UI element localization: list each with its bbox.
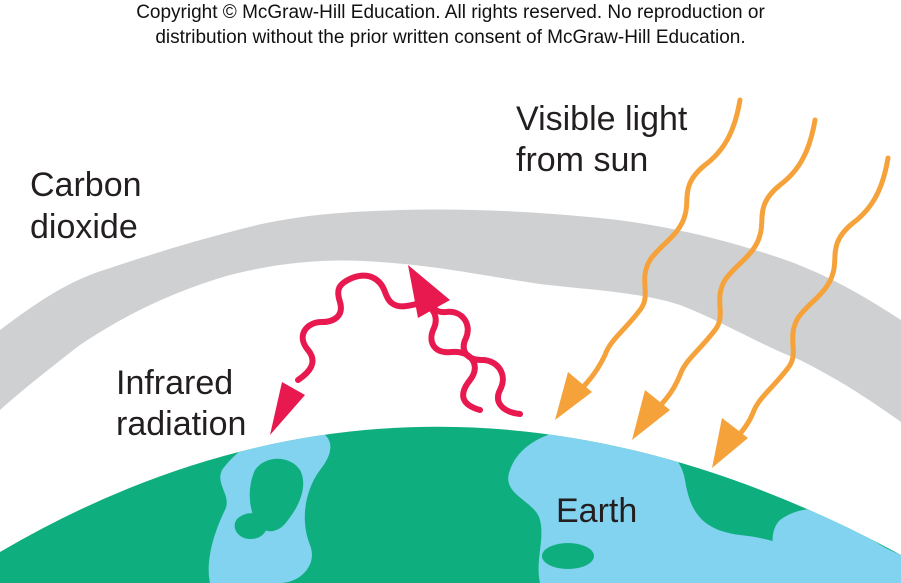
infrared-arrow-up xyxy=(427,297,523,417)
visible-light-label-line-2: from sun xyxy=(516,141,648,179)
sunlight-arrowhead-3 xyxy=(712,418,748,468)
sunlight-arrows xyxy=(555,97,891,468)
infrared-arrowhead-up xyxy=(408,265,450,318)
earth-lake xyxy=(542,543,594,569)
earth-water-east xyxy=(508,427,830,583)
earth-island-west xyxy=(249,458,304,532)
earth-label: Earth xyxy=(556,492,637,530)
infrared-arrowhead-down xyxy=(270,382,305,435)
earth-globe xyxy=(0,426,901,583)
infrared-radiation-label: Infrared radiation xyxy=(116,364,246,443)
sunlight-arrow-3 xyxy=(733,155,891,441)
sunlight-arrow-1 xyxy=(579,97,743,391)
copyright-notice: Copyright © McGraw-Hill Education. All r… xyxy=(0,0,901,50)
sunlight-arrow-2 xyxy=(657,117,818,409)
sunlight-arrowhead-1 xyxy=(555,372,592,420)
visible-light-label-line-1: Visible light xyxy=(516,100,688,138)
infrared-radiation-label-line-2: radiation xyxy=(116,405,246,443)
earth-water-far-east xyxy=(772,508,901,583)
earth-island-small xyxy=(234,513,267,540)
carbon-dioxide-label-line-1: Carbon xyxy=(30,166,142,204)
infrared-radiation-label-line-1: Infrared xyxy=(116,364,233,402)
infrared-radiation-arrows xyxy=(270,265,523,435)
copyright-line-2: distribution without the prior written c… xyxy=(155,27,746,48)
copyright-line-1: Copyright © McGraw-Hill Education. All r… xyxy=(136,2,765,23)
carbon-dioxide-layer xyxy=(0,209,901,422)
infrared-arrow-down xyxy=(295,272,483,413)
sunlight-arrowhead-2 xyxy=(632,390,670,440)
visible-light-label: Visible light from sun xyxy=(516,100,697,179)
carbon-dioxide-label-line-2: dioxide xyxy=(30,208,138,246)
carbon-dioxide-label: Carbon dioxide xyxy=(30,166,151,246)
